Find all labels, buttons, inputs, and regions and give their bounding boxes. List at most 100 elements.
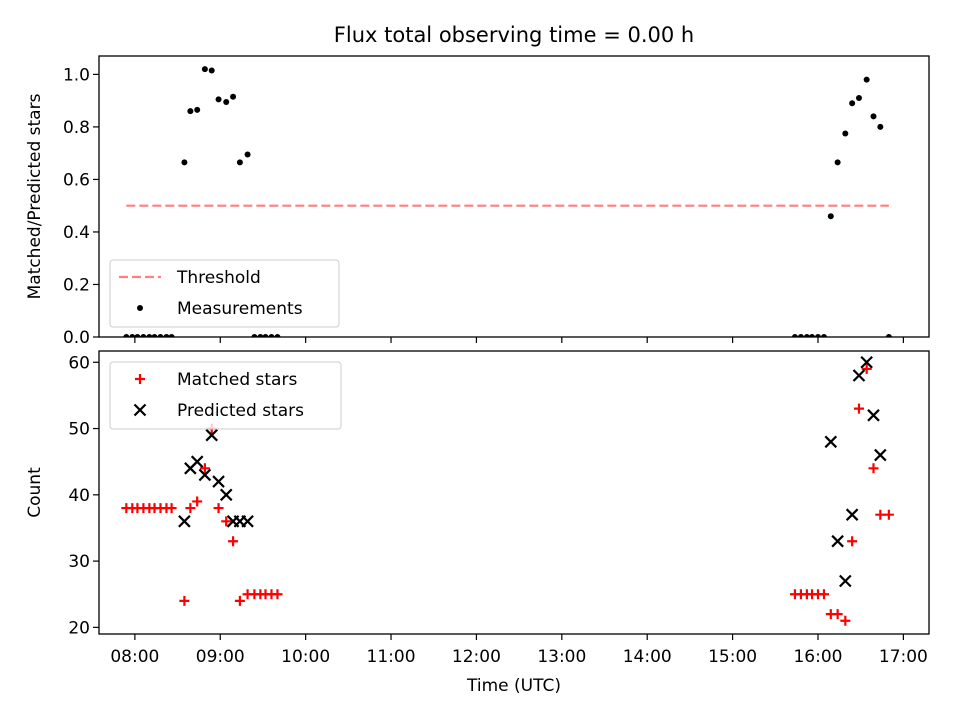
measurement-point xyxy=(181,159,188,166)
matched-point xyxy=(228,536,239,547)
matched-point xyxy=(272,589,283,600)
x-tick-label: 11:00 xyxy=(367,647,416,667)
measurement-point xyxy=(123,334,130,337)
y-tick-label: 60 xyxy=(68,353,90,373)
y-axis-label: Matched/Predicted stars xyxy=(25,93,45,299)
measurement-point xyxy=(223,98,230,105)
matched-point xyxy=(185,503,196,514)
matched-point xyxy=(853,403,864,414)
measurement-point xyxy=(863,76,870,83)
y-tick-label: 50 xyxy=(68,420,90,440)
x-tick-label: 17:00 xyxy=(879,647,928,667)
legend-item: Threshold xyxy=(119,268,261,288)
measurement-point xyxy=(201,66,208,73)
legend-label: Measurements xyxy=(177,299,303,319)
measurement-point xyxy=(262,334,269,337)
series-x xyxy=(178,355,887,588)
legend-box xyxy=(109,259,340,328)
x-tick-label: 09:00 xyxy=(196,647,245,667)
measurement-point xyxy=(244,151,251,158)
measurement-point xyxy=(134,334,141,337)
measurement-point xyxy=(791,334,798,337)
matched-point xyxy=(875,509,886,520)
measurement-point xyxy=(885,334,892,337)
chart-title: Flux total observing time = 0.00 h xyxy=(334,23,694,47)
measurement-point xyxy=(230,93,237,100)
matched-point xyxy=(818,589,829,600)
y-tick-label: 0.8 xyxy=(63,118,90,138)
predicted-point xyxy=(852,369,866,382)
measurement-point xyxy=(274,334,281,337)
legend-swatch-predicted xyxy=(133,403,147,417)
legend-label: Predicted stars xyxy=(177,401,304,421)
predicted-point xyxy=(867,409,880,422)
x-tick-label: 15:00 xyxy=(708,647,757,667)
legend-box xyxy=(109,361,342,430)
legend: Threshold Measurements xyxy=(109,259,340,328)
measurement-point xyxy=(814,334,821,337)
measurement-point xyxy=(251,334,258,337)
measurement-point xyxy=(187,108,194,115)
x-tick-label: 14:00 xyxy=(623,647,672,667)
y-axis-label: Count xyxy=(25,467,45,518)
measurement-point xyxy=(151,334,158,337)
series-plus xyxy=(121,363,894,626)
matched-point xyxy=(840,615,851,626)
predicted-point xyxy=(824,435,838,449)
matched-point xyxy=(166,503,177,514)
predicted-point xyxy=(212,475,225,488)
measurement-point xyxy=(877,123,884,130)
matched-point xyxy=(199,463,210,474)
predicted-point xyxy=(839,574,852,588)
legend-label: Threshold xyxy=(176,268,261,288)
x-tick-label: 16:00 xyxy=(793,647,842,667)
legend: Matched stars Predicted stars xyxy=(109,361,342,430)
matched-point xyxy=(861,363,872,374)
plot-frame xyxy=(98,55,930,338)
legend-swatch-matched xyxy=(135,374,145,384)
predicted-point xyxy=(874,448,887,462)
legend-item: Predicted stars xyxy=(133,401,304,421)
y-tick-label: 20 xyxy=(68,618,90,638)
series-layer xyxy=(121,355,894,626)
y-tick-label: 0.4 xyxy=(63,223,90,243)
matched-point xyxy=(179,595,190,606)
y-tick-label: 0.0 xyxy=(63,328,90,348)
legend-swatch-measurement xyxy=(137,305,143,311)
measurement-point xyxy=(215,96,222,103)
y-tick-label: 1.0 xyxy=(63,65,90,85)
matched-point xyxy=(847,536,858,547)
measurement-point xyxy=(834,159,841,166)
matched-point xyxy=(234,595,245,606)
y-tick-label: 40 xyxy=(68,486,90,506)
legend-item: Matched stars xyxy=(135,370,297,390)
matched-point xyxy=(832,609,843,620)
measurement-point xyxy=(129,334,136,337)
measurement-point xyxy=(797,334,804,337)
predicted-point xyxy=(845,508,859,521)
y-tick-label: 0.2 xyxy=(63,275,90,295)
measurement-point xyxy=(820,334,827,337)
y-tick-label: 30 xyxy=(68,552,90,572)
predicted-point xyxy=(205,428,218,442)
legend-item: Measurements xyxy=(137,299,303,319)
measurement-point xyxy=(157,334,164,337)
matched-point xyxy=(883,509,894,520)
measurement-point xyxy=(827,213,834,220)
measurement-point xyxy=(140,334,147,337)
measurement-point xyxy=(208,67,215,74)
series-layer xyxy=(123,66,892,337)
predicted-point xyxy=(178,515,191,528)
measurement-point xyxy=(842,130,849,137)
x-axis-label: Time (UTC) xyxy=(466,676,561,696)
measurement-point xyxy=(870,113,877,120)
measurement-point xyxy=(236,159,243,166)
measurement-point xyxy=(194,106,201,113)
predicted-point xyxy=(219,488,233,502)
predicted-point xyxy=(190,455,204,468)
legend-label: Matched stars xyxy=(177,370,297,390)
measurement-point xyxy=(268,334,275,337)
predicted-point xyxy=(860,355,873,369)
measurement-point xyxy=(146,334,153,337)
